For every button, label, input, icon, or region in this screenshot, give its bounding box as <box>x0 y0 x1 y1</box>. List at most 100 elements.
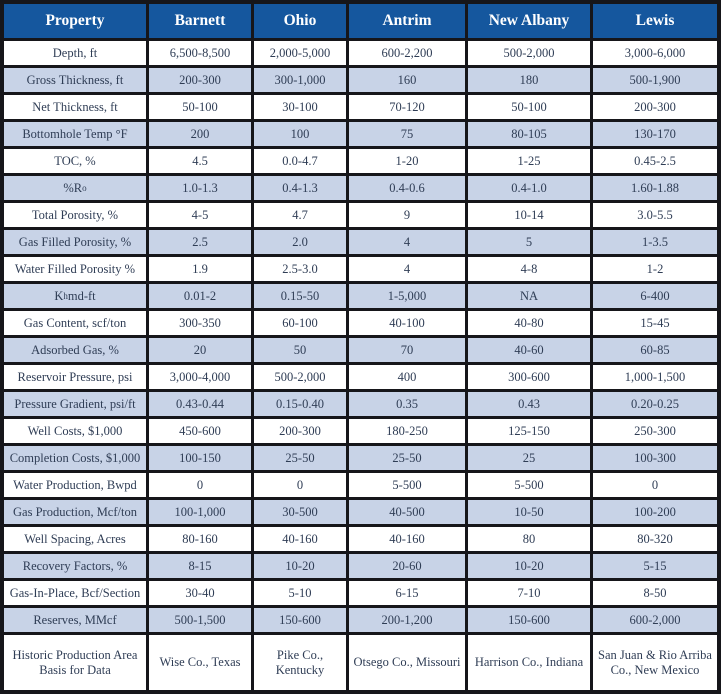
cell-ohio-r8: 2.0 <box>254 230 346 254</box>
cell-barnett-r12: 20 <box>149 338 251 362</box>
cell-lewis-r12: 60-85 <box>593 338 717 362</box>
cell-new-albany-r13: 300-600 <box>468 365 590 389</box>
cell-barnett-r2: 200-300 <box>149 68 251 92</box>
cell-ohio-r4: 100 <box>254 122 346 146</box>
column-header-antrim: Antrim <box>349 4 465 38</box>
cell-new-albany-r15: 125-150 <box>468 419 590 443</box>
cell-antrim-r7: 9 <box>349 203 465 227</box>
cell-ohio-r20: 10-20 <box>254 554 346 578</box>
row-label-gas-content-scf-ton: Gas Content, scf/ton <box>4 311 146 335</box>
cell-antrim-r9: 4 <box>349 257 465 281</box>
cell-barnett-r7: 4-5 <box>149 203 251 227</box>
cell-lewis-r8: 1-3.5 <box>593 230 717 254</box>
cell-lewis-r9: 1-2 <box>593 257 717 281</box>
row-label-net-thickness-ft: Net Thickness, ft <box>4 95 146 119</box>
cell-lewis-r2: 500-1,900 <box>593 68 717 92</box>
row-label-reservoir-pressure-psi: Reservoir Pressure, psi <box>4 365 146 389</box>
cell-ohio-r7: 4.7 <box>254 203 346 227</box>
cell-new-albany-r19: 80 <box>468 527 590 551</box>
cell-antrim-r16: 25-50 <box>349 446 465 470</box>
cell-antrim-r3: 70-120 <box>349 95 465 119</box>
cell-new-albany-r9: 4-8 <box>468 257 590 281</box>
cell-new-albany-r23: Harrison Co., Indiana <box>468 635 590 690</box>
row-label-well-spacing-acres: Well Spacing, Acres <box>4 527 146 551</box>
cell-lewis-r20: 5-15 <box>593 554 717 578</box>
cell-ohio-r19: 40-160 <box>254 527 346 551</box>
cell-antrim-r23: Otsego Co., Missouri <box>349 635 465 690</box>
cell-new-albany-r7: 10-14 <box>468 203 590 227</box>
column-header-lewis: Lewis <box>593 4 717 38</box>
cell-antrim-r10: 1-5,000 <box>349 284 465 308</box>
row-label-total-porosity: Total Porosity, % <box>4 203 146 227</box>
cell-antrim-r19: 40-160 <box>349 527 465 551</box>
cell-barnett-r11: 300-350 <box>149 311 251 335</box>
cell-ohio-r16: 25-50 <box>254 446 346 470</box>
cell-lewis-r1: 3,000-6,000 <box>593 41 717 65</box>
cell-barnett-r10: 0.01-2 <box>149 284 251 308</box>
cell-new-albany-r14: 0.43 <box>468 392 590 416</box>
cell-ohio-r5: 0.0-4.7 <box>254 149 346 173</box>
cell-barnett-r22: 500-1,500 <box>149 608 251 632</box>
cell-lewis-r3: 200-300 <box>593 95 717 119</box>
cell-barnett-r20: 8-15 <box>149 554 251 578</box>
cell-ohio-r12: 50 <box>254 338 346 362</box>
cell-new-albany-r18: 10-50 <box>468 500 590 524</box>
cell-lewis-r21: 8-50 <box>593 581 717 605</box>
cell-lewis-r5: 0.45-2.5 <box>593 149 717 173</box>
cell-ohio-r15: 200-300 <box>254 419 346 443</box>
column-header-property: Property <box>4 4 146 38</box>
row-label-gas-filled-porosity: Gas Filled Porosity, % <box>4 230 146 254</box>
cell-barnett-r17: 0 <box>149 473 251 497</box>
cell-lewis-r10: 6-400 <box>593 284 717 308</box>
cell-barnett-r23: Wise Co., Texas <box>149 635 251 690</box>
cell-new-albany-r17: 5-500 <box>468 473 590 497</box>
cell-new-albany-r8: 5 <box>468 230 590 254</box>
cell-barnett-r1: 6,500-8,500 <box>149 41 251 65</box>
cell-ohio-r3: 30-100 <box>254 95 346 119</box>
cell-new-albany-r20: 10-20 <box>468 554 590 578</box>
row-label-gross-thickness-ft: Gross Thickness, ft <box>4 68 146 92</box>
cell-barnett-r6: 1.0-1.3 <box>149 176 251 200</box>
cell-barnett-r9: 1.9 <box>149 257 251 281</box>
cell-ohio-r2: 300-1,000 <box>254 68 346 92</box>
cell-antrim-r13: 400 <box>349 365 465 389</box>
row-label-well-costs-1-000: Well Costs, $1,000 <box>4 419 146 443</box>
cell-lewis-r6: 1.60-1.88 <box>593 176 717 200</box>
cell-antrim-r21: 6-15 <box>349 581 465 605</box>
cell-antrim-r14: 0.35 <box>349 392 465 416</box>
row-label-gas-production-mcf-ton: Gas Production, Mcf/ton <box>4 500 146 524</box>
row-label-r-o: %R o <box>4 176 146 200</box>
column-header-new-albany: New Albany <box>468 4 590 38</box>
cell-ohio-r6: 0.4-1.3 <box>254 176 346 200</box>
row-label-historic-production-area-basis-for-data: Historic Production Area Basis for Data <box>4 635 146 690</box>
cell-ohio-r9: 2.5-3.0 <box>254 257 346 281</box>
cell-new-albany-r6: 0.4-1.0 <box>468 176 590 200</box>
cell-lewis-r7: 3.0-5.5 <box>593 203 717 227</box>
cell-new-albany-r11: 40-80 <box>468 311 590 335</box>
cell-antrim-r12: 70 <box>349 338 465 362</box>
cell-barnett-r18: 100-1,000 <box>149 500 251 524</box>
cell-lewis-r23: San Juan & Rio Arriba Co., New Mexico <box>593 635 717 690</box>
cell-lewis-r15: 250-300 <box>593 419 717 443</box>
row-label-bottomhole-temp-f: Bottomhole Temp °F <box>4 122 146 146</box>
cell-antrim-r20: 20-60 <box>349 554 465 578</box>
cell-new-albany-r21: 7-10 <box>468 581 590 605</box>
cell-new-albany-r12: 40-60 <box>468 338 590 362</box>
cell-ohio-r17: 0 <box>254 473 346 497</box>
cell-barnett-r14: 0.43-0.44 <box>149 392 251 416</box>
cell-barnett-r15: 450-600 <box>149 419 251 443</box>
cell-ohio-r23: Pike Co., Kentucky <box>254 635 346 690</box>
cell-lewis-r13: 1,000-1,500 <box>593 365 717 389</box>
cell-barnett-r5: 4.5 <box>149 149 251 173</box>
cell-barnett-r21: 30-40 <box>149 581 251 605</box>
cell-lewis-r18: 100-200 <box>593 500 717 524</box>
row-label-reserves-mmcf: Reserves, MMcf <box>4 608 146 632</box>
cell-lewis-r17: 0 <box>593 473 717 497</box>
row-label-depth-ft: Depth, ft <box>4 41 146 65</box>
cell-new-albany-r16: 25 <box>468 446 590 470</box>
cell-barnett-r8: 2.5 <box>149 230 251 254</box>
cell-ohio-r13: 500-2,000 <box>254 365 346 389</box>
cell-ohio-r11: 60-100 <box>254 311 346 335</box>
